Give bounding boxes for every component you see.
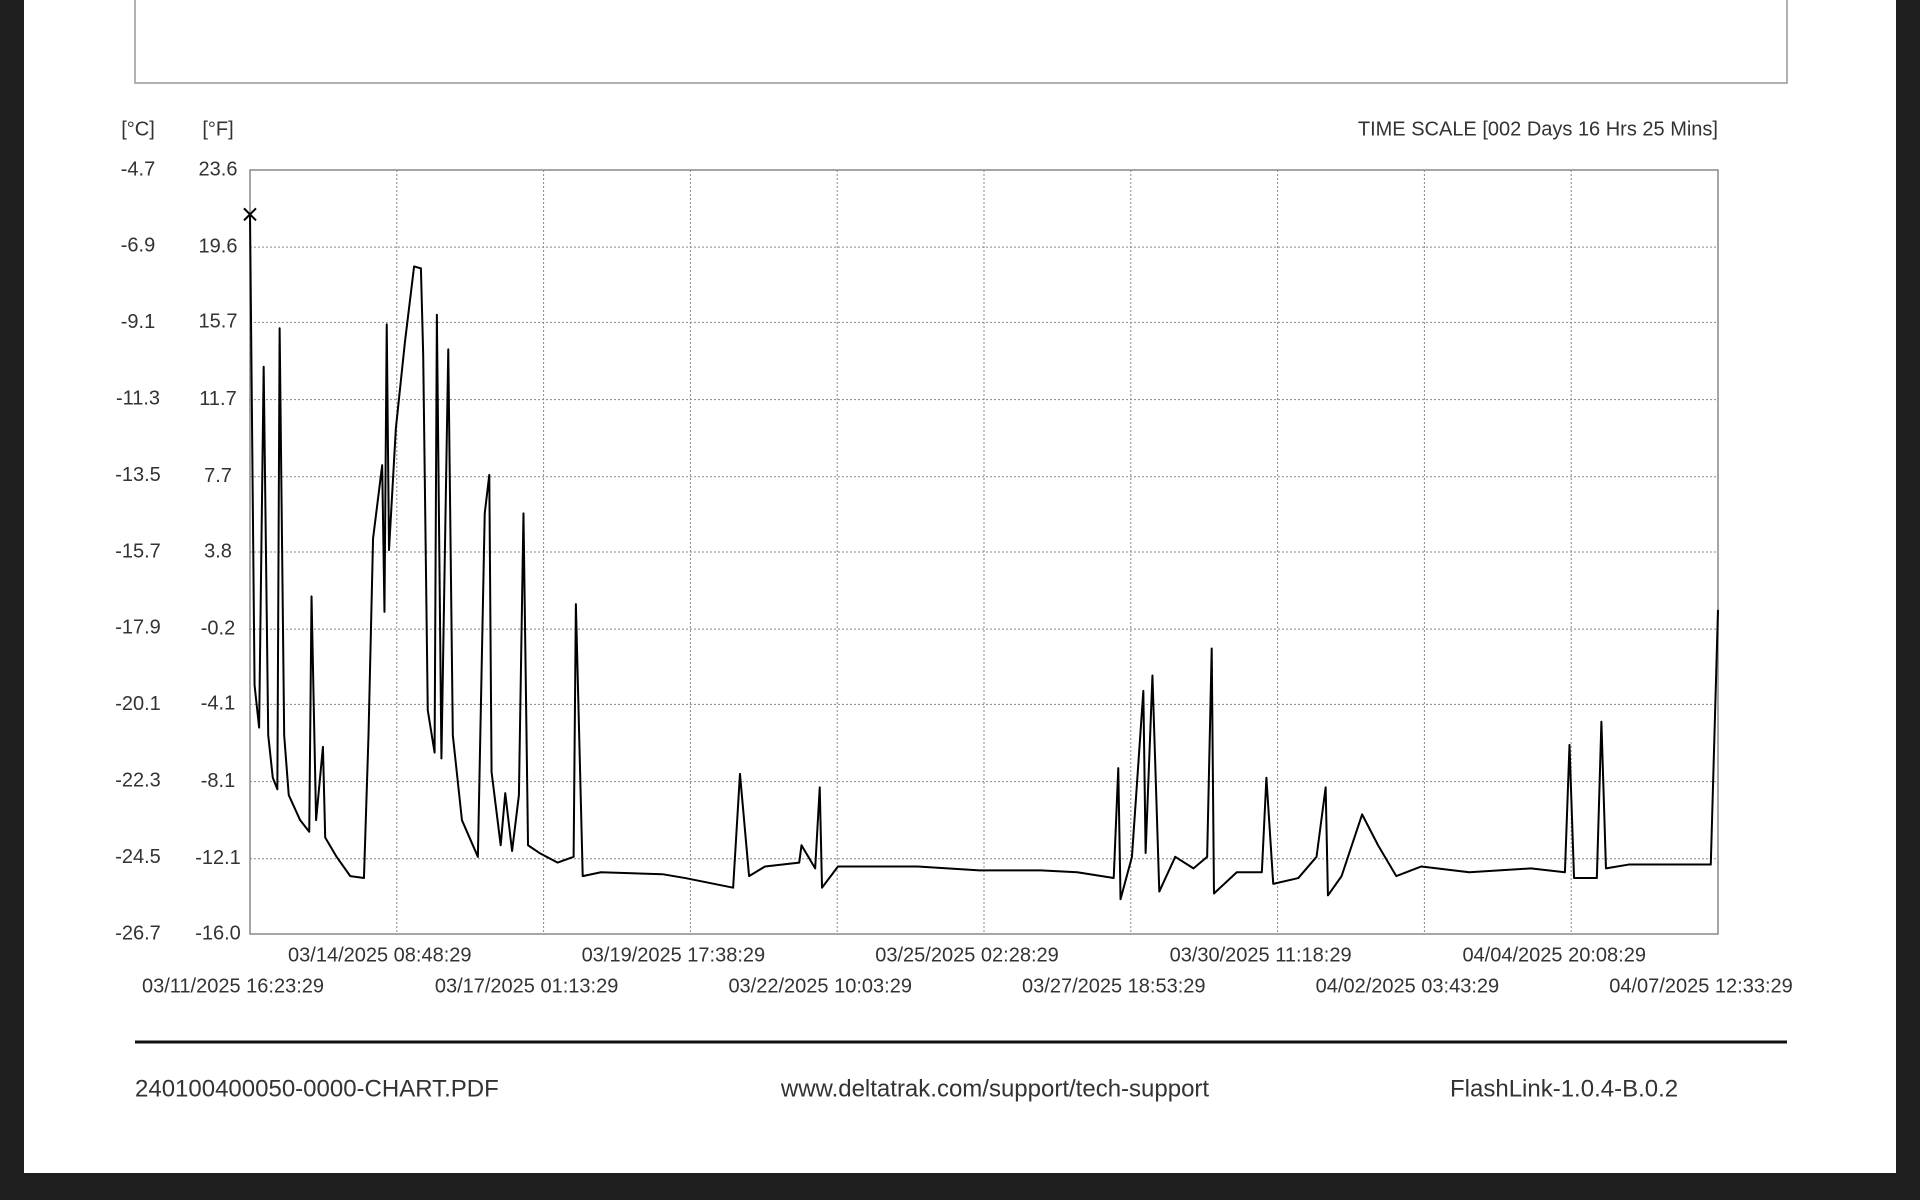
y2-axis-unit: [°C] — [121, 118, 155, 140]
x-tick-label: 03/25/2025 02:28:29 — [875, 944, 1059, 966]
y2-tick-label: -17.9 — [115, 617, 161, 639]
x-tick-label: 03/22/2025 10:03:29 — [728, 975, 912, 997]
data-line — [249, 214, 1719, 901]
x-tick-label: 03/17/2025 01:13:29 — [435, 975, 619, 997]
x-tick-label: 04/07/2025 12:33:29 — [1609, 975, 1793, 997]
y-tick-label: -4.1 — [201, 693, 235, 715]
x-tick-label: 03/30/2025 11:18:29 — [1170, 944, 1352, 966]
chart: [°C] [°F] TIME SCALE [002 Days 16 Hrs 25… — [115, 0, 1793, 1102]
y-tick-label: -0.2 — [201, 617, 235, 639]
y2-tick-label: -22.3 — [115, 769, 161, 791]
y2-tick-label: -11.3 — [116, 387, 160, 409]
y2-tick-label: -6.9 — [121, 235, 155, 257]
y2-tick-label: -20.1 — [115, 693, 161, 715]
y-tick-label: -16.0 — [195, 922, 241, 944]
plot-frame — [249, 169, 1719, 935]
x-tick-label: 03/27/2025 18:53:29 — [1022, 975, 1206, 997]
y2-tick-label: -15.7 — [115, 540, 161, 562]
document-page: [°C] [°F] TIME SCALE [002 Days 16 Hrs 25… — [24, 0, 1896, 1173]
y2-tick-label: -9.1 — [121, 311, 155, 333]
footer-version: FlashLink-1.0.4-B.0.2 — [1450, 1075, 1678, 1102]
y2-tick-label: -24.5 — [115, 846, 161, 868]
y-tick-label: 23.6 — [199, 158, 238, 180]
y2-tick-label: -13.5 — [115, 464, 161, 486]
footer-url: www.deltatrak.com/support/tech-support — [780, 1075, 1210, 1102]
y-tick-label: 3.8 — [204, 540, 232, 562]
y2-tick-label: -4.7 — [121, 158, 155, 180]
header-box — [134, 0, 1788, 84]
y-tick-label: 19.6 — [199, 235, 238, 257]
y-tick-label: 7.7 — [204, 465, 232, 487]
time-scale: TIME SCALE [002 Days 16 Hrs 25 Mins] — [1358, 118, 1718, 140]
footer-file: 240100400050-0000-CHART.PDF — [135, 1075, 499, 1102]
x-tick-label: 03/14/2025 08:48:29 — [288, 944, 472, 966]
y-axis-unit: [°F] — [202, 118, 233, 140]
x-tick-label: 04/04/2025 20:08:29 — [1462, 944, 1646, 966]
y-tick-label: 11.7 — [199, 388, 236, 410]
y-tick-label: -8.1 — [201, 770, 235, 792]
x-tick-label: 03/19/2025 17:38:29 — [582, 944, 766, 966]
start-marker — [243, 207, 257, 222]
x-tick-label: 03/11/2025 16:23:29 — [142, 975, 324, 997]
y2-tick-label: -26.7 — [115, 922, 161, 944]
x-tick-label: 04/02/2025 03:43:29 — [1316, 975, 1500, 997]
y-tick-label: 15.7 — [199, 311, 238, 333]
y-tick-label: -12.1 — [195, 847, 241, 869]
